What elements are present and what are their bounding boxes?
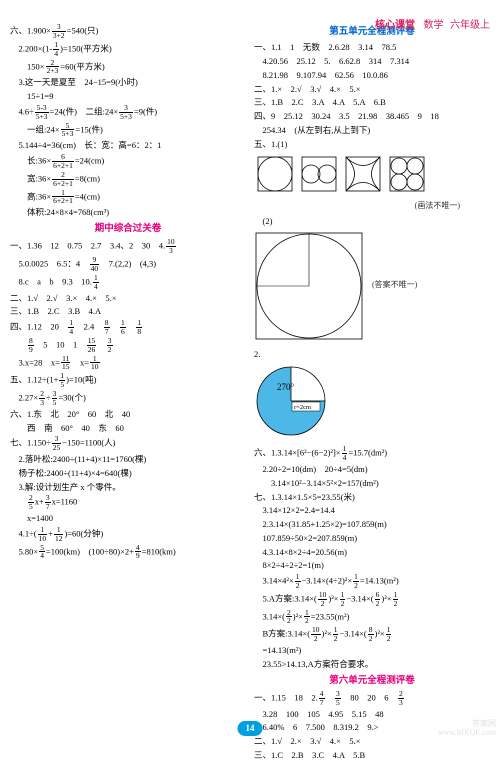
sector-diagram: 270° r=2cm: [254, 364, 490, 443]
eq: 23.55>14.13,A方案符合要求。: [254, 658, 490, 671]
eq: 西 南 60° 40 东 60: [10, 422, 246, 435]
eq: 3.x=28 x=1115 x=110: [10, 355, 246, 372]
left-column: 六、1.900×33+2=540(只) 2.200×(1-14)=150(平方米…: [10, 22, 246, 763]
eq: 二、1.√ 2.√ 3.× 4.× 5.×: [10, 292, 246, 305]
eq: 3.这一天是夏至 24−15=9(小时): [10, 76, 246, 89]
eq: 3.28 100 105 4.95 5.15 48: [254, 708, 490, 721]
page-header: 核心课堂 数学 六年级上: [375, 18, 490, 33]
eq: 一、1.15 18 2.47 35 80 20 6 23: [254, 690, 490, 707]
big-circle-diagram: (答案不唯一): [254, 231, 490, 346]
svg-text:270°: 270°: [277, 382, 295, 392]
eq: 六、1.3.14×[6²−(6−2)²]×14=15.7(dm²): [254, 445, 490, 462]
eq: 体积:24×8×4=768(cm³): [10, 206, 246, 219]
prob-5-2: 2.: [254, 348, 490, 361]
watermark: 答案网 www.MXQE.com: [438, 720, 496, 738]
eq: 长:36×66+2+1=24(cm): [10, 153, 246, 170]
eq: 3.14×(22)²×12=23.55(m²): [254, 609, 490, 626]
eq: 2.200×(1-14)=150(平方米): [10, 41, 246, 58]
circle-grid-diagrams: (画法不唯一): [254, 153, 490, 212]
eq: 5.0.0025 6.5：4 940 7.(2,2) (4,3): [10, 256, 246, 273]
eq: 三、1.B 2.C 3.B 4.A: [10, 305, 246, 318]
eq: 五、1.12÷(1+15)=10(吨): [10, 372, 246, 389]
eq: 一组:24×55+3=15(件): [10, 122, 246, 139]
svg-text:r=2cm: r=2cm: [294, 404, 311, 411]
note: (画法不唯一): [254, 200, 460, 212]
eq: 4.1÷(110+112)=60(分钟): [10, 526, 246, 543]
eq: 七、1.150÷325−150=1100(人): [10, 435, 246, 452]
eq: 四、9 25.12 30.24 3.5 21.98 38.465 9 18: [254, 110, 490, 123]
eq: 5.80×54=100(km) (100÷80)×2+49=810(km): [10, 544, 246, 561]
eq: 2.落叶松:2400÷(11+4)×11=1760(棵): [10, 453, 246, 466]
eq: 4.6÷5-35+3=24(件) 二组:24×35+3=9(件): [10, 104, 246, 121]
brand: 核心课堂: [375, 20, 415, 31]
note: (答案不唯一): [372, 279, 417, 291]
eq: 8.21.98 9.107.94 62.56 10.0.86: [254, 69, 490, 82]
eq: 四、1.12 20 14 2.4 87 16 18: [10, 319, 246, 336]
eq: 4.3.14×8×2÷4=20.56(m): [254, 546, 490, 559]
eq: 254.34 (从左到右,从上到下): [254, 124, 490, 137]
unit6-title: 第六单元全程测评卷: [254, 674, 490, 688]
right-column: 第五单元全程测评卷 一、1.1 1 无数 2.6.28 3.14 78.5 4.…: [254, 22, 490, 763]
eq: 5.144÷4=36(cm) 长：宽：高=6：2：1: [10, 139, 246, 152]
eq: 8×2÷4÷2÷2=1(m): [254, 559, 490, 572]
eq: 杨子松:2400÷(11+4)×4=640(棵): [10, 467, 246, 480]
eq: x=1400: [10, 512, 246, 525]
page-number: 14: [238, 721, 263, 737]
eq: 3.14×10²−3.14×5²×2=157(dm²): [254, 477, 490, 490]
eq: 2.27×23÷35=30(个): [10, 390, 246, 407]
eq: 89 5 10 1 1526 32: [10, 337, 246, 354]
eq: 3.14×4²×12−3.14×(4÷2)²×12=14.13(m²): [254, 573, 490, 590]
subject: 数学: [424, 20, 444, 31]
eq: 3.解:设计划生产 x 个零件。: [10, 481, 246, 494]
eq: =14.13(m²): [254, 644, 490, 657]
eq: 5.A方案:3.14×(102)²×12−3.14×(62)²×12: [254, 591, 490, 608]
eq: 107.859÷50×2=207.859(m): [254, 532, 490, 545]
eq: 4.20.56 25.12 5. 6.62.8 314 7.314: [254, 55, 490, 68]
eq: 150×22+3=60(平方米): [10, 59, 246, 76]
eq: 三、1.C 2.B 3.C 4.A 5.B: [254, 749, 490, 762]
eq: 一、1.36 12 0.75 2.7 3.4、2 30 4.103: [10, 238, 246, 255]
eq: 六、1.东 北 20° 60 北 40: [10, 408, 246, 421]
eq: 3.14×12×2=2.4=14.4: [254, 504, 490, 517]
eq: 高:36×16+2+1=4(cm): [10, 189, 246, 206]
eq: 六、1.900×33+2=540(只): [10, 23, 246, 40]
eq: 三、1.B 2.C 3.A 4.A 5.A 6.B: [254, 96, 490, 109]
prob-5-1: 五、1.(1): [254, 138, 490, 151]
eq: 2.20÷2=10(dm) 20÷4=5(dm): [254, 463, 490, 476]
eq: B方案:3.14×(102)²×12−3.14×(82)²×12: [254, 626, 490, 643]
eq: 2.3.14×(31.85+1.25×2)=107.859(m): [254, 518, 490, 531]
eq: 七、1.3.14×1.5×5=23.55(米): [254, 491, 490, 504]
prob-5-1-2: (2): [254, 215, 490, 228]
eq: 二、1.× 2.√ 3.√ 4.× 5.×: [254, 83, 490, 96]
midterm-title: 期中综合过关卷: [10, 222, 246, 236]
eq: 15÷1=9: [10, 90, 246, 103]
eq: 宽:36×26+2+1=8(cm): [10, 171, 246, 188]
eq: 8.c a b 9.3 10.14: [10, 274, 246, 291]
grade: 六年级上: [450, 20, 490, 31]
eq: 25x+37x=1160: [10, 494, 246, 511]
eq: 一、1.1 1 无数 2.6.28 3.14 78.5: [254, 41, 490, 54]
